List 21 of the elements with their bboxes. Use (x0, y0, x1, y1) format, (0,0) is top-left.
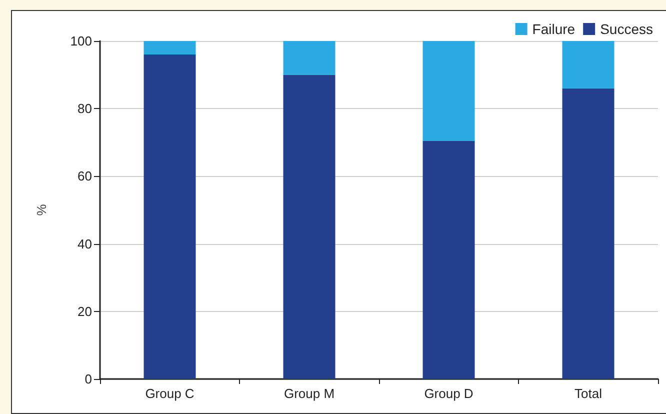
x-tick-label: Total (574, 386, 602, 401)
y-tick-label: 20 (78, 304, 92, 319)
bar (144, 54, 196, 379)
x-tick-label: Group M (284, 386, 335, 401)
legend-label: Failure (532, 21, 576, 37)
x-tick-label: Group D (424, 386, 474, 401)
y-tick-label: 60 (78, 168, 92, 184)
bar (422, 41, 475, 141)
legend-label: Success (600, 21, 654, 37)
x-tick-label: Group C (145, 386, 194, 401)
y-tick-label: 80 (78, 101, 92, 116)
bar (562, 88, 614, 379)
bar (562, 41, 614, 88)
y-tick-label: 100 (70, 34, 92, 48)
bar (144, 41, 196, 55)
y-tick-label: 40 (78, 236, 92, 252)
bar (283, 74, 336, 379)
y-tick-label: 0 (84, 372, 92, 386)
bar (422, 140, 475, 379)
y-axis-title: % (34, 204, 49, 216)
bar (283, 41, 336, 75)
